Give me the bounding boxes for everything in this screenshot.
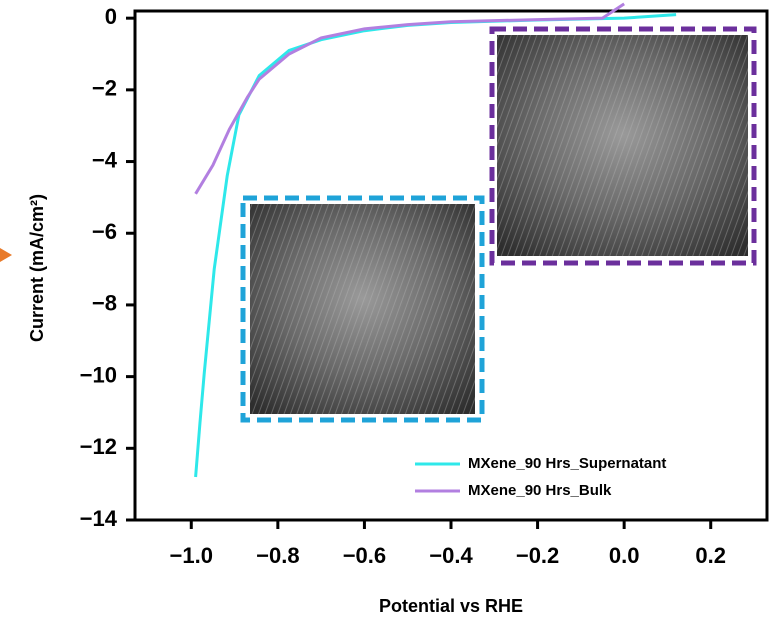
- y-tick-label: −4: [92, 147, 118, 172]
- x-tick-label: 0.2: [695, 543, 726, 568]
- y-tick-label: −6: [92, 219, 117, 244]
- inset-image-supernatant: [240, 195, 485, 423]
- x-tick-label: −0.2: [516, 543, 559, 568]
- x-tick-label: 0.0: [609, 543, 640, 568]
- y-tick-label: −8: [92, 291, 117, 316]
- legend-label: MXene_90 Hrs_Supernatant: [468, 455, 666, 472]
- y-tick-label: −10: [80, 362, 117, 387]
- x-tick-label: −0.6: [343, 543, 386, 568]
- y-tick-label: −14: [80, 506, 118, 531]
- y-tick-label: −12: [80, 434, 117, 459]
- x-tick-label: −1.0: [170, 543, 213, 568]
- x-axis-label: Potential vs RHE: [379, 596, 523, 616]
- y-tick-label: 0: [105, 4, 117, 29]
- y-axis-label: Current (mA/cm²): [27, 194, 47, 342]
- y-tick-label: −2: [92, 76, 117, 101]
- x-tick-label: −0.4: [429, 543, 473, 568]
- x-tick-label: −0.8: [256, 543, 299, 568]
- arrow-fragment: [0, 248, 12, 262]
- legend-label: MXene_90 Hrs_Bulk: [468, 482, 612, 499]
- inset-image-bulk: [489, 26, 757, 266]
- series-line: [194, 2, 625, 195]
